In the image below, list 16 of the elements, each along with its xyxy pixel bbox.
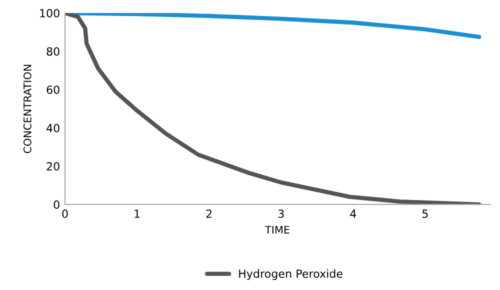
x-axis-title: TIME <box>264 226 290 234</box>
y-tick-label: 60 <box>46 86 60 94</box>
line-series <box>65 13 482 204</box>
x-tick-label: 5 <box>422 210 428 218</box>
x-tick-label: 1 <box>134 210 140 218</box>
y-tick-label: 40 <box>46 124 60 132</box>
y-tick-label: 20 <box>46 162 60 171</box>
legend-label: Hydrogen Peroxide <box>239 269 342 280</box>
y-axis-title: CONCENTRATION <box>23 64 32 154</box>
x-tick-label: 0 <box>62 210 68 218</box>
y-tick-label: 100 <box>40 9 60 18</box>
x-tick-label: 3 <box>278 210 284 218</box>
y-tick-label: 80 <box>46 47 60 56</box>
y-tick-label: 0 <box>54 200 60 209</box>
x-tick-label: 2 <box>206 210 212 218</box>
x-tick-label: 4 <box>350 210 356 218</box>
